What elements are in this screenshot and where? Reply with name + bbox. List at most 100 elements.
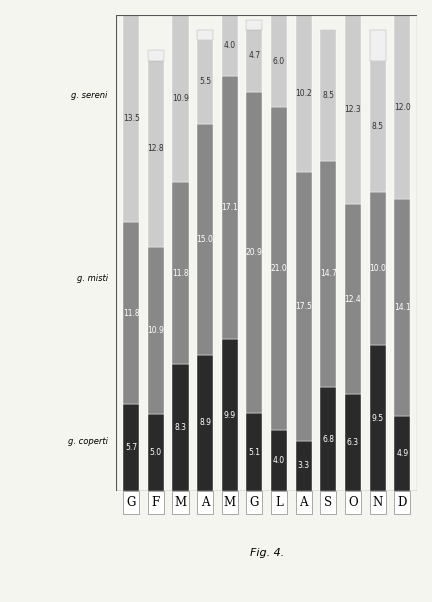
Text: D: D <box>397 496 407 509</box>
Text: 14.1: 14.1 <box>394 303 410 312</box>
Text: 5.7: 5.7 <box>125 443 137 452</box>
Text: 10.0: 10.0 <box>369 264 386 273</box>
Text: 4.0: 4.0 <box>273 456 285 465</box>
Text: G: G <box>250 496 259 509</box>
Text: A: A <box>201 496 210 509</box>
Bar <box>271 107 287 430</box>
Text: L: L <box>275 496 283 509</box>
Text: 5.1: 5.1 <box>248 448 260 456</box>
FancyBboxPatch shape <box>123 491 139 514</box>
FancyBboxPatch shape <box>246 491 262 514</box>
Bar <box>345 15 361 204</box>
Text: 10.2: 10.2 <box>295 89 312 98</box>
Bar <box>246 20 262 30</box>
Text: F: F <box>152 496 160 509</box>
Text: 11.8: 11.8 <box>172 268 189 278</box>
Bar <box>246 92 262 413</box>
Text: 17.1: 17.1 <box>221 203 238 213</box>
Text: 6.3: 6.3 <box>347 438 359 447</box>
Bar <box>394 15 410 199</box>
Bar <box>394 199 410 416</box>
Bar <box>197 355 213 491</box>
Text: 21.0: 21.0 <box>271 264 287 273</box>
Bar <box>123 404 139 491</box>
Text: 10.9: 10.9 <box>172 95 189 103</box>
Bar <box>370 346 386 491</box>
FancyBboxPatch shape <box>394 491 410 514</box>
Bar <box>148 247 164 414</box>
Bar <box>295 441 311 491</box>
Bar <box>148 51 164 61</box>
FancyBboxPatch shape <box>370 491 386 514</box>
Text: 15.0: 15.0 <box>197 235 213 244</box>
Text: g. coperti: g. coperti <box>68 437 108 446</box>
Bar <box>370 61 386 191</box>
Text: A: A <box>299 496 308 509</box>
Text: O: O <box>348 496 358 509</box>
Text: g. misti: g. misti <box>77 274 108 283</box>
FancyBboxPatch shape <box>271 491 287 514</box>
Text: 12.0: 12.0 <box>394 103 410 112</box>
Bar <box>370 191 386 346</box>
Text: 13.5: 13.5 <box>123 114 140 123</box>
Bar <box>123 15 139 222</box>
Bar <box>123 222 139 404</box>
Bar <box>320 161 337 387</box>
Bar <box>197 124 213 355</box>
Bar <box>246 20 262 92</box>
Bar <box>394 416 410 491</box>
FancyBboxPatch shape <box>295 491 311 514</box>
FancyBboxPatch shape <box>148 491 164 514</box>
Bar <box>222 15 238 76</box>
Text: 20.9: 20.9 <box>246 248 263 257</box>
FancyBboxPatch shape <box>197 491 213 514</box>
Text: M: M <box>175 496 187 509</box>
Text: 5.5: 5.5 <box>199 77 211 86</box>
Text: 12.8: 12.8 <box>148 144 164 153</box>
Text: 8.9: 8.9 <box>199 418 211 427</box>
Text: 4.9: 4.9 <box>396 449 408 458</box>
Bar <box>345 394 361 491</box>
Bar <box>222 76 238 339</box>
Text: G: G <box>127 496 136 509</box>
Bar <box>197 30 213 40</box>
Text: 11.8: 11.8 <box>123 309 140 318</box>
Text: 9.9: 9.9 <box>224 411 236 420</box>
Text: 12.3: 12.3 <box>345 105 361 114</box>
Bar <box>172 182 188 364</box>
Text: Fig. 4.: Fig. 4. <box>250 548 284 559</box>
Bar <box>148 414 164 491</box>
Bar <box>370 30 386 61</box>
Text: N: N <box>372 496 383 509</box>
Bar <box>197 40 213 124</box>
Text: 4.7: 4.7 <box>248 51 260 60</box>
Text: 8.5: 8.5 <box>372 122 384 131</box>
Bar <box>320 30 337 161</box>
Text: 8.3: 8.3 <box>175 423 187 432</box>
Bar <box>246 413 262 491</box>
Bar <box>271 430 287 491</box>
Text: 8.5: 8.5 <box>322 91 334 100</box>
Text: 6.0: 6.0 <box>273 57 285 66</box>
Bar <box>172 15 188 182</box>
Text: 14.7: 14.7 <box>320 269 337 278</box>
FancyBboxPatch shape <box>222 491 238 514</box>
Text: 12.4: 12.4 <box>345 295 361 304</box>
Text: M: M <box>224 496 236 509</box>
Bar <box>320 387 337 491</box>
Bar <box>222 339 238 491</box>
Text: 5.0: 5.0 <box>150 448 162 458</box>
Bar <box>345 204 361 394</box>
Text: 6.8: 6.8 <box>322 435 334 444</box>
FancyBboxPatch shape <box>345 491 361 514</box>
Bar <box>271 15 287 107</box>
Text: S: S <box>324 496 332 509</box>
Bar <box>148 51 164 247</box>
Text: 4.0: 4.0 <box>224 41 236 50</box>
Text: 10.9: 10.9 <box>147 326 164 335</box>
FancyBboxPatch shape <box>172 491 188 514</box>
Text: g. sereni: g. sereni <box>71 91 108 100</box>
FancyBboxPatch shape <box>320 491 337 514</box>
Bar <box>295 172 311 441</box>
Text: 17.5: 17.5 <box>295 302 312 311</box>
